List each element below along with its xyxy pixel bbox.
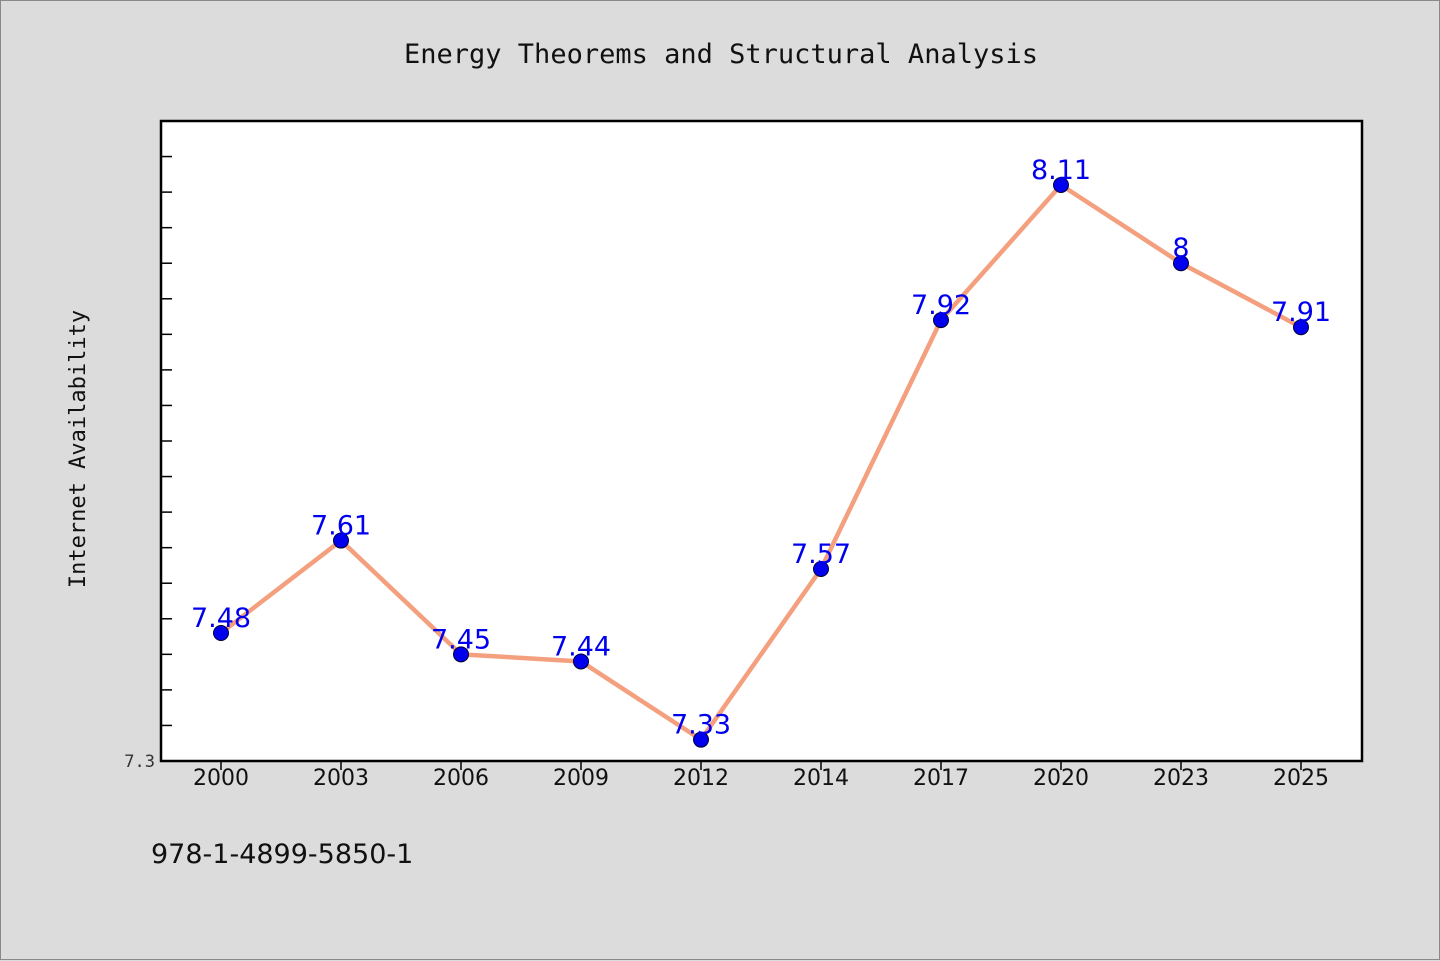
chart-title: Energy Theorems and Structural Analysis [404, 39, 1038, 70]
data-label: 7.61 [311, 511, 371, 542]
y-tick-label: 7.3 [124, 752, 155, 772]
x-tick-label: 2014 [793, 766, 849, 791]
x-tick-label: 2009 [553, 766, 609, 791]
data-label: 7.33 [671, 710, 731, 741]
series-layer: 7.48 7.61 7.45 7.44 7.33 7.57 7.92 8.11 8 7.91 [191, 155, 1331, 748]
data-point [1173, 255, 1189, 272]
x-tick-label: 2017 [913, 766, 969, 791]
data-point [213, 625, 229, 641]
data-point [813, 561, 829, 577]
data-point [333, 532, 349, 549]
data-point [1053, 177, 1069, 193]
plot-area [159, 119, 1364, 763]
x-tick-label: 2023 [1153, 766, 1209, 791]
data-label: 7.44 [551, 631, 611, 662]
data-label: 7.92 [911, 290, 971, 321]
x-tick-label: 2025 [1273, 766, 1329, 791]
series-line [219, 182, 1303, 742]
data-point [693, 731, 709, 748]
data-label: 7.45 [431, 624, 491, 655]
y-axis-ticks: 7.3 [124, 120, 172, 772]
x-tick-label: 2006 [433, 766, 489, 791]
x-tick-label: 2020 [1033, 766, 1089, 791]
data-label: 7.48 [191, 603, 251, 634]
data-label: 7.91 [1271, 297, 1331, 328]
isbn-text: 978-1-4899-5850-1 [151, 839, 413, 870]
data-label: 8 [1172, 233, 1189, 264]
data-label: 7.57 [791, 539, 851, 570]
x-axis-ticks: 2000 2003 2006 2009 2012 2014 2017 2020 2023 2025 [193, 761, 1329, 791]
data-point [1293, 319, 1309, 336]
data-point [573, 653, 589, 670]
x-tick-label: 2000 [193, 766, 249, 791]
x-tick-label: 2003 [313, 766, 369, 791]
data-point [933, 312, 949, 329]
y-axis-label: Internet Availability [66, 310, 91, 588]
data-point [453, 646, 469, 663]
x-tick-label: 2012 [673, 766, 729, 791]
data-label: 8.11 [1031, 155, 1091, 186]
